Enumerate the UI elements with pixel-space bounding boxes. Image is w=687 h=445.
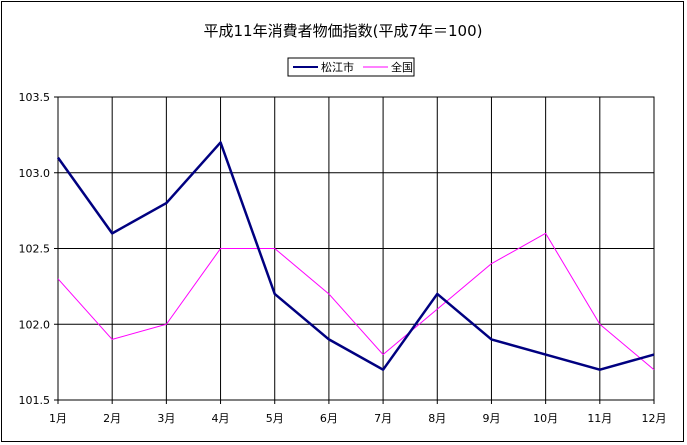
x-tick-label: 2月 xyxy=(103,412,121,425)
y-tick-label: 103.0 xyxy=(19,167,51,180)
y-tick-label: 102.5 xyxy=(19,243,51,256)
legend-label-national: 全国 xyxy=(391,60,413,74)
x-tick-label: 8月 xyxy=(428,412,446,425)
legend: 松江市 全国 xyxy=(287,57,415,77)
series-line-national xyxy=(57,232,655,371)
plot-area: 101.5 102.0 102.5 103.0 103.5 1月 2月 3月 4月 5月 6月 7月 8… xyxy=(19,91,667,425)
x-tick-label: 1月 xyxy=(49,412,67,425)
x-tick-label: 4月 xyxy=(212,412,230,425)
x-tick-label: 10月 xyxy=(533,412,558,425)
legend-label-matsue: 松江市 xyxy=(321,60,354,74)
y-tick-label: 103.5 xyxy=(19,91,51,104)
y-tick-label: 102.0 xyxy=(19,318,51,331)
x-tick-label: 11月 xyxy=(587,412,612,425)
x-tick-label: 5月 xyxy=(266,412,284,425)
x-tick-label: 6月 xyxy=(320,412,338,425)
chart-title: 平成11年消費者物価指数(平成7年＝100) xyxy=(204,22,483,40)
x-tick-label: 9月 xyxy=(482,412,500,425)
x-tick-label: 3月 xyxy=(157,412,175,425)
plot-border xyxy=(57,96,655,401)
y-tick-label: 101.5 xyxy=(19,394,51,407)
x-tick-label: 7月 xyxy=(374,412,392,425)
x-tick-label: 12月 xyxy=(642,412,667,425)
series-line-matsue xyxy=(56,141,655,371)
legend-box xyxy=(287,57,415,77)
